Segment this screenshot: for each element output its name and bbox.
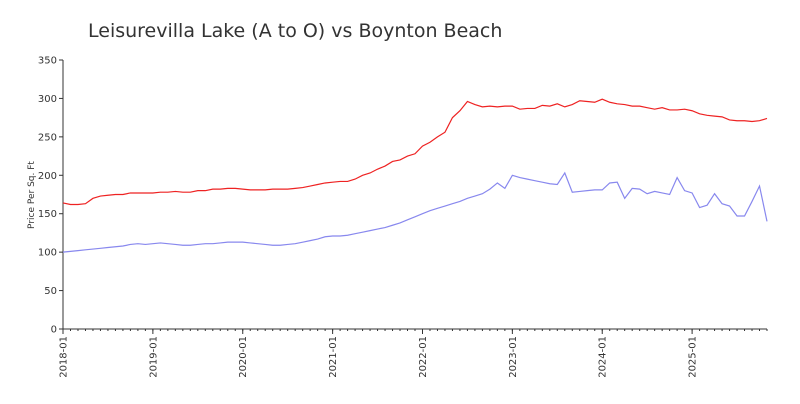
series-line <box>62 98 768 206</box>
x-tick-label: 2024-01 <box>598 336 609 378</box>
x-tick-label: 2023-01 <box>508 336 519 378</box>
series-line <box>62 171 768 253</box>
x-tick-label: 2021-01 <box>328 336 339 378</box>
y-tick-label: 200 <box>38 171 57 182</box>
y-axis-label: Price Per Sq. Ft <box>27 161 37 229</box>
x-tick-label: 2019-01 <box>148 336 159 378</box>
chart-title: Leisurevilla Lake (A to O) vs Boynton Be… <box>88 20 502 42</box>
y-tick-label: 250 <box>38 132 57 143</box>
y-tick-label: 100 <box>38 248 57 259</box>
y-tick-label: 300 <box>38 94 57 105</box>
x-tick-label: 2020-01 <box>238 336 249 378</box>
x-tick-label: 2018-01 <box>59 336 70 378</box>
y-tick-label: 150 <box>38 209 57 220</box>
x-tick-label: 2022-01 <box>418 336 429 378</box>
y-tick-label: 50 <box>44 286 57 297</box>
x-tick-label: 2025-01 <box>688 336 699 378</box>
y-tick-label: 0 <box>51 325 57 336</box>
y-tick-label: 350 <box>38 56 57 67</box>
